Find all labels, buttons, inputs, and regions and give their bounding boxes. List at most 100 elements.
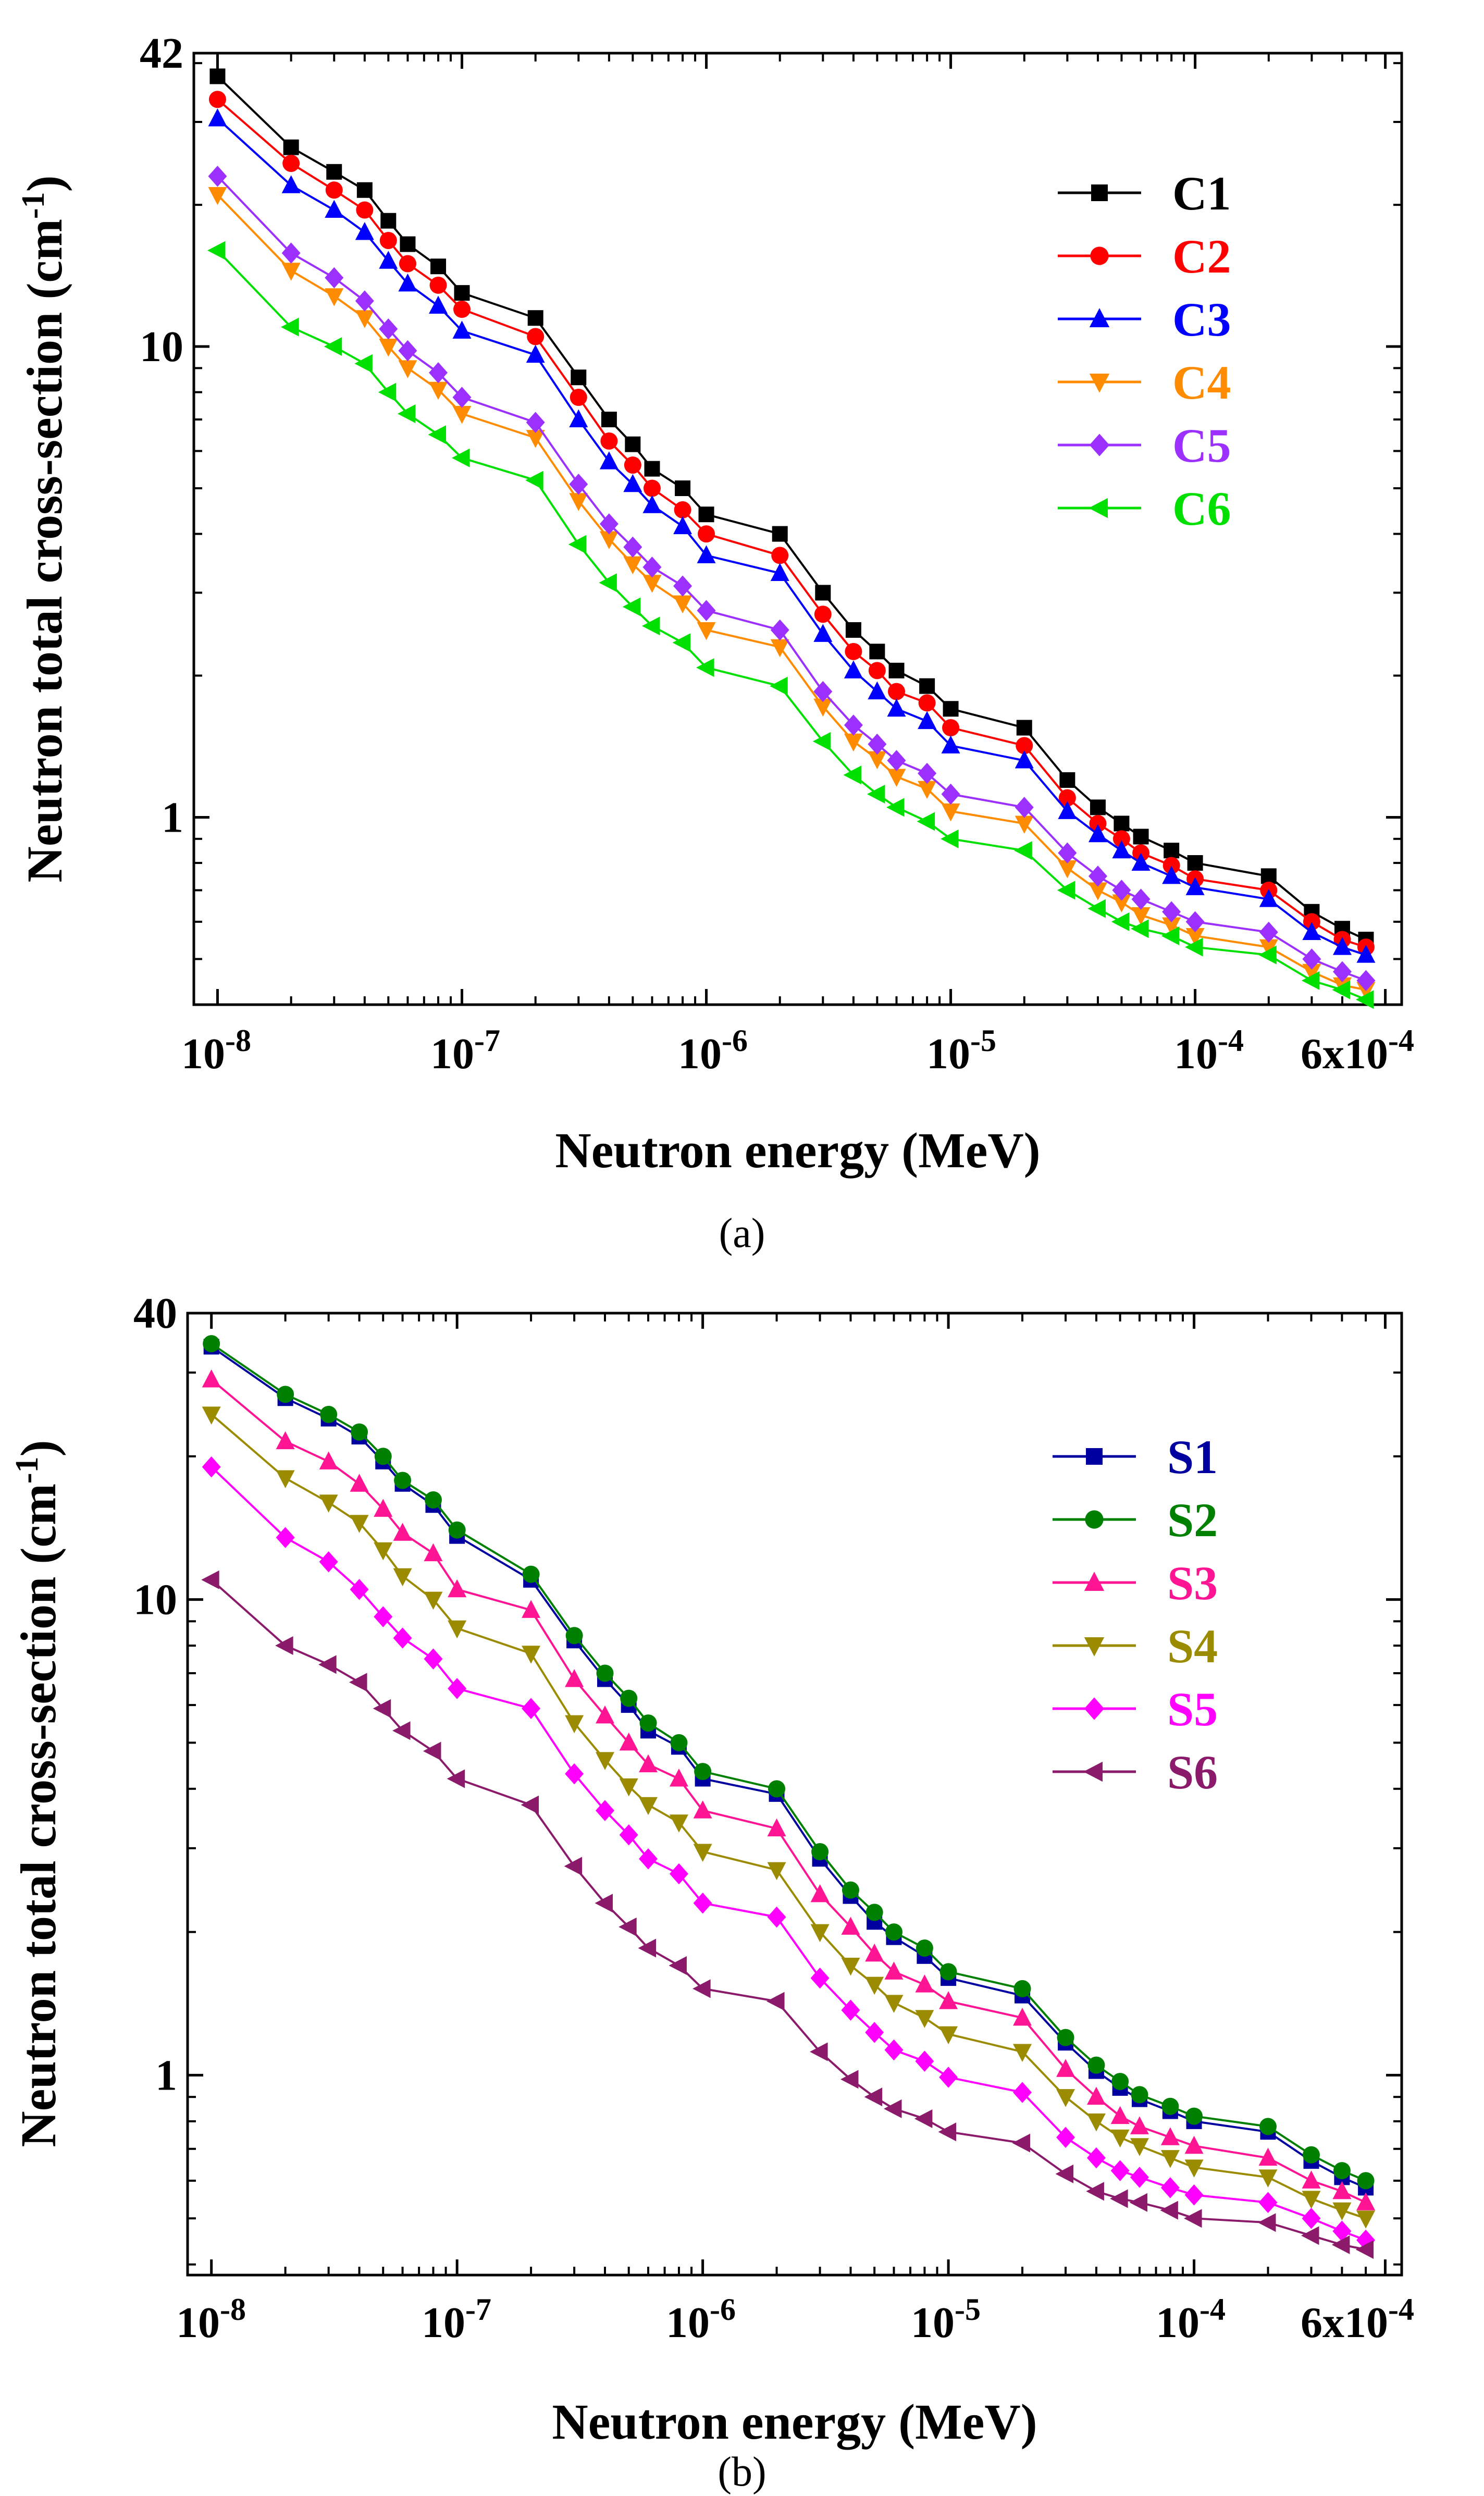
series-s3 — [202, 1369, 1376, 2210]
data-point — [675, 480, 691, 497]
data-point — [355, 221, 374, 240]
data-point — [1087, 899, 1106, 918]
data-point — [354, 354, 373, 373]
data-point — [325, 181, 343, 199]
data-point — [844, 733, 863, 752]
data-point — [201, 1570, 219, 1589]
data-point — [1110, 2160, 1130, 2181]
data-point — [1258, 2192, 1278, 2213]
data-point — [565, 1627, 583, 1645]
data-point — [394, 1472, 412, 1489]
x-tick-exp: -5 — [955, 2292, 981, 2327]
legend-item-s4: S4 — [1053, 1620, 1218, 1673]
data-point — [1161, 2097, 1179, 2115]
data-point — [673, 516, 692, 535]
data-point — [885, 1923, 903, 1941]
data-point — [1131, 919, 1149, 938]
data-point — [355, 310, 374, 328]
data-point — [768, 1780, 786, 1798]
data-point — [624, 456, 641, 474]
legend-label: S5 — [1167, 1683, 1218, 1736]
data-point — [1161, 926, 1180, 945]
data-point — [915, 1974, 934, 1993]
data-point — [840, 2070, 859, 2089]
data-point — [867, 785, 885, 804]
data-point — [886, 798, 905, 817]
data-point — [1086, 2182, 1104, 2201]
legend-marker — [1084, 1572, 1105, 1591]
data-point — [1086, 2113, 1106, 2132]
data-point — [1184, 2209, 1202, 2228]
data-point — [643, 479, 661, 497]
data-point — [619, 1917, 637, 1936]
data-point — [888, 683, 906, 700]
data-point — [397, 404, 416, 423]
data-point — [623, 474, 642, 492]
data-point — [571, 369, 587, 386]
data-point — [378, 382, 397, 402]
data-point — [1259, 939, 1278, 958]
data-point — [767, 1862, 786, 1881]
data-point — [599, 513, 619, 535]
data-point — [766, 1992, 785, 2011]
data-point — [1088, 866, 1107, 887]
data-point — [424, 1491, 442, 1509]
legend-item-s2: S2 — [1053, 1493, 1218, 1547]
legend-item-c5: C5 — [1058, 419, 1231, 472]
x-tick-base: 6x10 — [1301, 1030, 1388, 1078]
data-point — [595, 1894, 613, 1913]
data-point — [569, 493, 588, 511]
data-point — [884, 1995, 904, 2013]
x-tick-exp: -4 — [1199, 2292, 1226, 2327]
data-point — [841, 1999, 860, 2021]
x-tick-exp: -7 — [474, 1023, 500, 1058]
data-point — [770, 676, 788, 696]
data-point — [697, 622, 716, 640]
data-point — [570, 389, 587, 406]
legend-item-s1: S1 — [1053, 1430, 1218, 1484]
x-tick-label: 10-7 — [422, 2292, 491, 2347]
data-point — [1260, 868, 1277, 884]
data-point — [374, 1606, 393, 1627]
x-tick-base: 10 — [678, 1030, 722, 1078]
data-point — [917, 812, 935, 831]
data-point — [841, 1917, 860, 1935]
plot-frame — [192, 52, 1403, 1006]
x-tick-exp: -5 — [970, 1023, 996, 1058]
y-tick-label: 10 — [140, 323, 183, 371]
panel-label-a: (a) — [719, 1210, 765, 1256]
data-point — [884, 2099, 902, 2118]
data-point — [318, 1655, 337, 1674]
data-point — [887, 698, 906, 717]
data-point — [844, 714, 863, 736]
data-point — [888, 662, 905, 678]
data-point — [1056, 2059, 1075, 2077]
data-point — [1057, 881, 1075, 900]
data-point — [355, 290, 374, 312]
data-point — [1088, 882, 1107, 900]
data-point — [356, 201, 374, 219]
data-point — [1129, 2193, 1147, 2212]
data-point — [865, 1943, 884, 1962]
data-point — [842, 1881, 859, 1899]
data-point — [1301, 971, 1320, 990]
y-tick-label: 10 — [133, 1576, 177, 1624]
data-point — [813, 681, 833, 702]
data-point — [599, 531, 619, 550]
data-point — [1185, 877, 1205, 895]
data-point — [1131, 852, 1151, 871]
data-point — [526, 344, 545, 363]
data-point — [398, 340, 417, 362]
data-point — [527, 310, 543, 326]
data-point — [813, 624, 833, 642]
data-point — [1259, 921, 1278, 943]
data-point — [1131, 2086, 1148, 2104]
data-point — [374, 1499, 393, 1517]
data-point — [565, 1763, 584, 1785]
legend-label: C6 — [1172, 482, 1231, 535]
data-point — [639, 1797, 658, 1815]
data-point — [276, 1527, 295, 1548]
data-point — [1259, 2118, 1277, 2135]
data-point — [281, 317, 299, 337]
data-point — [1162, 901, 1181, 923]
